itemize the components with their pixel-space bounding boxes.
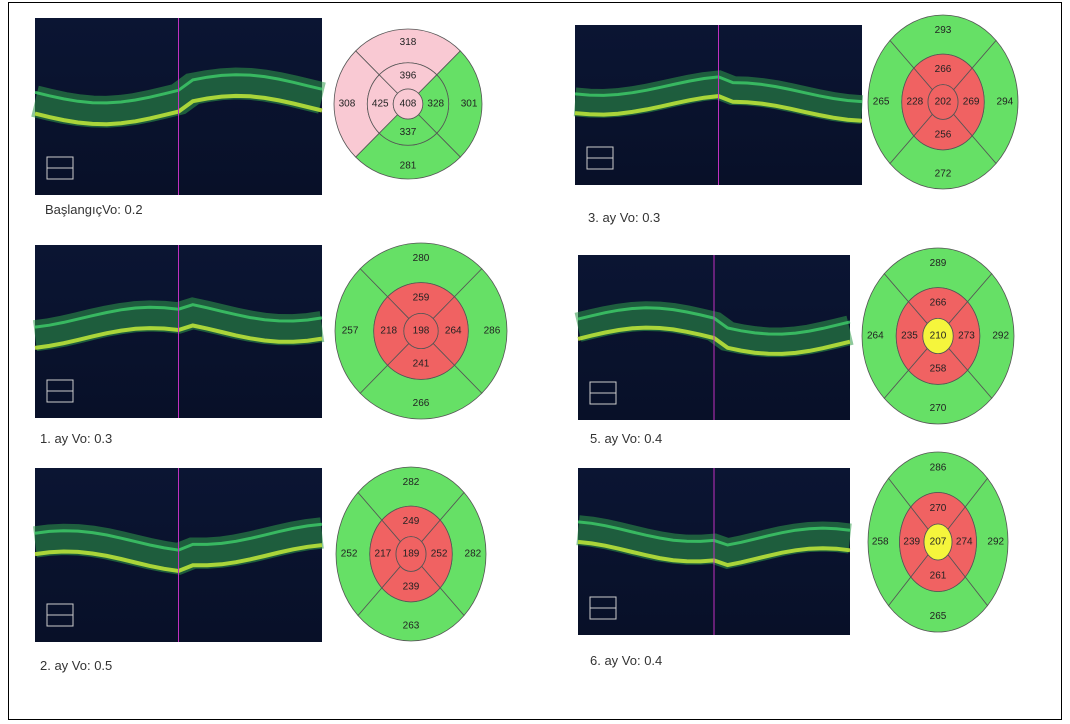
- outer-value: 301: [461, 99, 478, 110]
- outer-value: 272: [935, 168, 952, 179]
- outer-value: 281: [400, 161, 417, 172]
- outer-value: 286: [930, 462, 947, 473]
- outer-value: 265: [930, 611, 947, 622]
- outer-value: 294: [997, 97, 1014, 108]
- inner-value: 235: [901, 331, 918, 342]
- inner-value: 273: [958, 331, 975, 342]
- outer-value: 265: [873, 97, 890, 108]
- caption: 1. ay Vo: 0.3: [40, 431, 112, 446]
- inner-value: 228: [907, 97, 924, 108]
- caption: 5. ay Vo: 0.4: [590, 431, 662, 446]
- outer-value: 293: [935, 25, 952, 36]
- outer-value: 257: [342, 326, 359, 337]
- caption: 6. ay Vo: 0.4: [590, 653, 662, 668]
- center-value: 207: [930, 537, 947, 548]
- outer-value: 266: [413, 398, 430, 409]
- inner-value: 337: [400, 127, 417, 138]
- outer-value: 292: [987, 537, 1004, 548]
- outer-value: 270: [930, 403, 947, 414]
- inner-value: 425: [372, 99, 389, 110]
- inner-value: 328: [427, 99, 444, 110]
- outer-value: 264: [867, 331, 884, 342]
- inner-value: 396: [400, 71, 417, 82]
- outer-value: 308: [339, 99, 356, 110]
- inner-value: 239: [403, 581, 420, 592]
- inner-value: 259: [413, 293, 430, 304]
- inner-value: 270: [930, 503, 947, 514]
- caption: 3. ay Vo: 0.3: [588, 210, 660, 225]
- outer-value: 286: [484, 326, 501, 337]
- outer-value: 252: [341, 549, 358, 560]
- inner-value: 258: [930, 364, 947, 375]
- outer-value: 280: [413, 253, 430, 264]
- inner-value: 256: [935, 129, 952, 140]
- caption: BaşlangıçVo: 0.2: [45, 202, 143, 217]
- inner-value: 264: [445, 326, 462, 337]
- inner-value: 252: [431, 549, 448, 560]
- center-value: 189: [403, 549, 420, 560]
- figure: 318 301 281 308 396 328 337 425 408 BaşlangıçVo: …: [0, 0, 1070, 724]
- inner-value: 241: [413, 359, 430, 370]
- inner-value: 266: [935, 64, 952, 75]
- inner-value: 261: [930, 570, 947, 581]
- center-value: 210: [930, 331, 947, 342]
- outer-value: 263: [403, 620, 420, 631]
- inner-value: 249: [403, 516, 420, 527]
- caption: 2. ay Vo: 0.5: [40, 658, 112, 673]
- outer-value: 282: [465, 549, 482, 560]
- inner-value: 266: [930, 298, 947, 309]
- inner-value: 239: [903, 537, 920, 548]
- inner-value: 274: [956, 537, 973, 548]
- center-value: 198: [413, 326, 430, 337]
- inner-value: 217: [375, 549, 392, 560]
- outer-value: 258: [872, 537, 889, 548]
- inner-value: 218: [380, 326, 397, 337]
- center-value: 202: [935, 97, 952, 108]
- outer-value: 318: [400, 37, 417, 48]
- outer-value: 289: [930, 258, 947, 269]
- outer-value: 282: [403, 477, 420, 488]
- center-value: 408: [400, 99, 417, 110]
- inner-value: 269: [963, 97, 980, 108]
- outer-value: 292: [992, 331, 1009, 342]
